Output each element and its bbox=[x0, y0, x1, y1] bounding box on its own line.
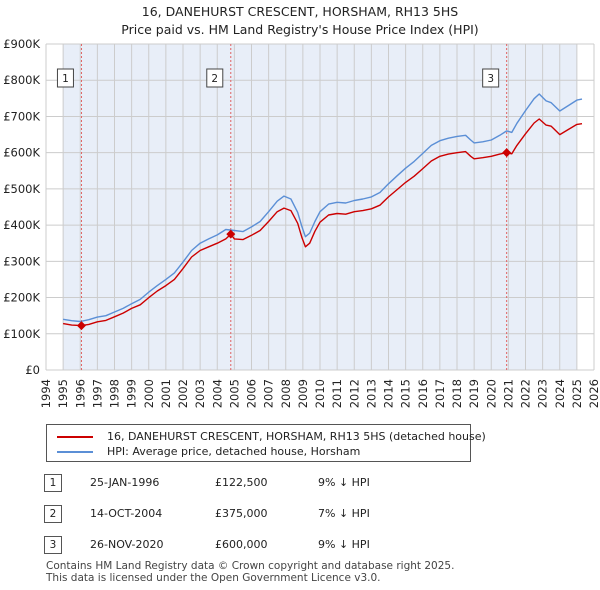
price-chart: 1 2 3 £0 £100K £200K £300K £400K £500K £600K £700… bbox=[3, 37, 600, 408]
x-tick-label: 1996 bbox=[73, 379, 87, 408]
y-tick-label: £100K bbox=[3, 327, 40, 341]
x-tick-label: 2004 bbox=[210, 379, 224, 408]
y-tick-label: £800K bbox=[3, 73, 40, 87]
sale-hpi-diff-1: 9% ↓ HPI bbox=[318, 476, 370, 489]
x-tick-label: 2016 bbox=[416, 379, 430, 408]
x-tick-label: 2008 bbox=[279, 379, 293, 408]
sale-box-2 bbox=[206, 68, 224, 88]
chart-title-line1: 16, DANEHURST CRESCENT, HORSHAM, RH13 5H… bbox=[141, 4, 459, 19]
x-tick-label: 2015 bbox=[399, 379, 413, 408]
chart-title: 16, DANEHURST CRESCENT, HORSHAM, RH13 5H… bbox=[0, 3, 600, 39]
y-tick-label: £0 bbox=[25, 363, 40, 377]
sale-row-2: 2 14-OCT-2004 £375,000 7% ↓ HPI bbox=[44, 505, 464, 523]
x-tick-label: 1998 bbox=[108, 379, 122, 408]
x-tick-label: 2009 bbox=[296, 379, 310, 408]
sale-badge-1: 1 bbox=[44, 474, 62, 492]
x-tick-label: 2024 bbox=[553, 379, 567, 408]
x-tick-label: 2003 bbox=[193, 379, 207, 408]
x-tick-label: 1994 bbox=[39, 379, 53, 408]
x-tick-label: 2007 bbox=[262, 379, 276, 408]
sale-marker-1 bbox=[76, 321, 86, 331]
x-tick-label: 2010 bbox=[313, 379, 327, 408]
x-tick-label: 2014 bbox=[382, 379, 396, 408]
sale-price-3: £600,000 bbox=[215, 538, 268, 551]
x-tick-label: 2021 bbox=[501, 379, 515, 408]
sale-date-2: 14-OCT-2004 bbox=[90, 507, 163, 520]
legend-label-price: 16, DANEHURST CRESCENT, HORSHAM, RH13 5H… bbox=[107, 430, 486, 443]
legend: 16, DANEHURST CRESCENT, HORSHAM, RH13 5H… bbox=[46, 424, 486, 462]
x-tick-label: 2000 bbox=[142, 379, 156, 408]
x-tick-label: 2018 bbox=[450, 379, 464, 408]
sale-price-1: £122,500 bbox=[215, 476, 268, 489]
sale-hpi-diff-3: 9% ↓ HPI bbox=[318, 538, 370, 551]
grid-group bbox=[45, 43, 595, 371]
y-tick-label: £300K bbox=[3, 254, 40, 268]
x-tick-label: 1999 bbox=[125, 379, 139, 408]
sale-badge-3: 3 bbox=[44, 536, 62, 554]
axes-group: £0 £100K £200K £300K £400K £500K £600K £700K £80… bbox=[3, 37, 600, 408]
sale-box-label-1: 1 bbox=[62, 73, 69, 85]
x-tick-label: 2019 bbox=[467, 379, 481, 408]
x-tick-label: 2025 bbox=[570, 379, 584, 408]
sale-marker-3 bbox=[502, 148, 512, 158]
legend-label-hpi: HPI: Average price, detached house, Hors… bbox=[107, 445, 361, 458]
y-tick-label: £500K bbox=[3, 182, 40, 196]
sale-price-2: £375,000 bbox=[215, 507, 268, 520]
x-tick-label: 1997 bbox=[90, 379, 104, 408]
x-tick-label: 2017 bbox=[433, 379, 447, 408]
x-tick-label: 2002 bbox=[176, 379, 190, 408]
footer: Contains HM Land Registry data © Crown c… bbox=[46, 560, 454, 584]
footer-licence: This data is licensed under the Open Gov… bbox=[46, 572, 381, 584]
sale-marker-2 bbox=[226, 229, 236, 239]
sale-box-1 bbox=[56, 68, 74, 88]
series-line-hpi bbox=[62, 93, 583, 323]
y-tick-label: £700K bbox=[3, 109, 40, 123]
x-tick-label: 2006 bbox=[245, 379, 259, 408]
x-tick-label: 2001 bbox=[159, 379, 173, 408]
chart-title-line2: Price paid vs. HM Land Registry's House … bbox=[121, 22, 479, 37]
x-tick-label: 2026 bbox=[587, 379, 600, 408]
sale-box-label-3: 3 bbox=[487, 73, 494, 85]
x-tick-label: 2011 bbox=[330, 379, 344, 408]
x-tick-label: 2012 bbox=[347, 379, 361, 408]
sale-row-3: 3 26-NOV-2020 £600,000 9% ↓ HPI bbox=[44, 536, 464, 554]
x-tick-label: 2022 bbox=[519, 379, 533, 408]
sale-badge-2: 2 bbox=[44, 505, 62, 523]
sale-hpi-diff-2: 7% ↓ HPI bbox=[318, 507, 370, 520]
y-tick-label: £900K bbox=[3, 37, 40, 51]
x-tick-label: 2013 bbox=[364, 379, 378, 408]
x-tick-label: 2023 bbox=[536, 379, 550, 408]
sale-date-1: 25-JAN-1996 bbox=[90, 476, 160, 489]
sale-date-3: 26-NOV-2020 bbox=[90, 538, 164, 551]
legend-swatch-price bbox=[57, 436, 93, 438]
sale-box-label-2: 2 bbox=[211, 73, 218, 85]
sale-box-3 bbox=[482, 68, 500, 88]
y-tick-label: £600K bbox=[3, 146, 40, 160]
legend-swatch-hpi bbox=[57, 451, 93, 453]
x-tick-label: 1995 bbox=[56, 379, 70, 408]
y-tick-label: £400K bbox=[3, 218, 40, 232]
sale-markers-group: 1 2 3 bbox=[56, 68, 512, 331]
footer-copyright: Contains HM Land Registry data © Crown c… bbox=[46, 560, 455, 572]
y-tick-label: £200K bbox=[3, 291, 40, 305]
sale-row-1: 1 25-JAN-1996 £122,500 9% ↓ HPI bbox=[44, 474, 464, 492]
x-tick-label: 2020 bbox=[484, 379, 498, 408]
x-tick-label: 2005 bbox=[227, 379, 241, 408]
